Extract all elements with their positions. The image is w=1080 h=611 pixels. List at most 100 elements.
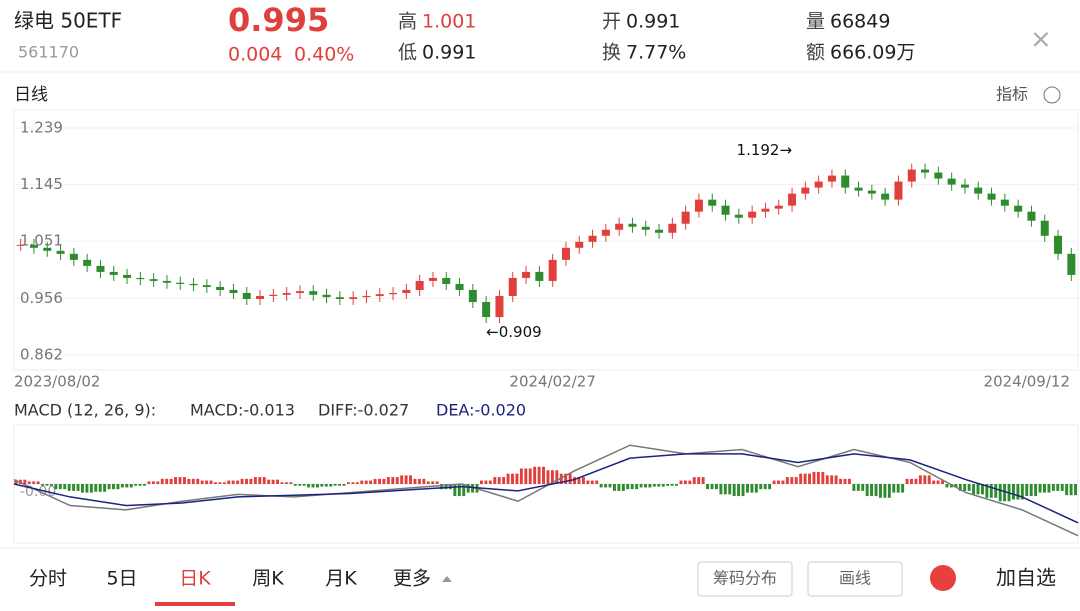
macd-bar xyxy=(169,478,173,484)
candle-body xyxy=(548,259,557,281)
candle-body xyxy=(894,181,903,200)
macd-bar xyxy=(497,477,501,484)
stat-label: 量 xyxy=(806,11,825,33)
macd-bar xyxy=(36,481,40,484)
y-tick-label: 0.862 xyxy=(20,346,63,364)
macd-bar xyxy=(116,484,120,490)
macd-bar xyxy=(134,484,138,486)
candle-body xyxy=(628,223,637,227)
macd-bar xyxy=(759,484,763,490)
macd-bar xyxy=(923,475,927,484)
macd-bar xyxy=(546,470,550,484)
macd-bar xyxy=(586,480,590,484)
chip-button[interactable] xyxy=(697,561,793,597)
macd-bar xyxy=(710,484,714,490)
candle-body xyxy=(415,280,424,290)
macd-bar xyxy=(666,484,670,486)
candle-body xyxy=(362,295,371,298)
change: 0.004 xyxy=(228,44,282,66)
candle-body xyxy=(601,229,610,236)
macd-bar xyxy=(151,481,155,484)
chart-frame xyxy=(13,109,1079,371)
macd-bar xyxy=(293,484,297,486)
macd-bar xyxy=(156,481,160,484)
close-button[interactable]: × xyxy=(1030,25,1052,55)
candle-body xyxy=(1067,253,1076,275)
macd-bar xyxy=(347,482,350,484)
candle-body xyxy=(588,235,597,242)
macd-bar xyxy=(910,478,913,484)
macd-bar xyxy=(351,482,355,484)
macd-bar xyxy=(989,484,993,498)
macd-bar xyxy=(537,466,541,484)
x-tick-label: 2024/02/27 xyxy=(509,373,595,391)
stat-value: 0.991 xyxy=(626,11,680,33)
record-button[interactable] xyxy=(930,565,956,591)
macd-bar xyxy=(338,484,342,486)
macd-bar xyxy=(542,466,545,484)
tab[interactable]: 分时 xyxy=(29,568,67,590)
tab[interactable]: 周K xyxy=(252,568,284,590)
macd-bar xyxy=(1047,484,1051,493)
macd-bar xyxy=(723,484,727,495)
macd-bar xyxy=(103,484,107,492)
macd-bar xyxy=(373,478,377,484)
macd-bar xyxy=(462,484,466,497)
dea-value: DEA:-0.020 xyxy=(436,401,526,420)
tab[interactable]: 5日 xyxy=(106,568,137,590)
macd-bar xyxy=(803,473,807,484)
candle-body xyxy=(309,291,318,295)
macd-bar xyxy=(524,468,528,484)
candle-body xyxy=(575,241,584,248)
macd-bar xyxy=(506,473,510,484)
macd-bar xyxy=(94,484,98,492)
candle-body xyxy=(56,250,65,254)
candle-body xyxy=(1054,235,1063,254)
macd-bar xyxy=(466,484,470,493)
macd-bar xyxy=(963,484,967,491)
macd-bar xyxy=(799,473,803,484)
macd-bar xyxy=(329,484,333,487)
macd-bar xyxy=(652,484,656,487)
macd-bar xyxy=(577,477,581,484)
candle-body xyxy=(269,294,278,296)
candle-body xyxy=(615,223,624,230)
macd-bar xyxy=(1003,484,1007,502)
candle-body xyxy=(43,247,52,251)
macd-bar xyxy=(825,475,829,484)
tab[interactable]: 日K xyxy=(179,568,211,590)
macd-bar xyxy=(1074,484,1077,496)
y-tick-label: 1.145 xyxy=(20,175,63,193)
macd-bar xyxy=(49,484,53,486)
stat-value: 1.001 xyxy=(422,11,476,33)
add-watchlist[interactable]: 加自选 xyxy=(996,566,1056,590)
macd-bar xyxy=(417,478,421,484)
candle-body xyxy=(947,178,956,185)
macd-bar xyxy=(1056,484,1060,491)
macd-bar xyxy=(683,480,687,484)
candle-body xyxy=(974,187,983,194)
candle-body xyxy=(681,211,690,224)
macd-bar xyxy=(741,484,745,497)
macd-bar xyxy=(732,484,736,497)
macd-bar xyxy=(932,480,936,484)
macd-bar xyxy=(369,480,373,484)
macd-bar xyxy=(941,480,944,484)
indicator-button[interactable]: 指标 xyxy=(996,85,1028,104)
candle-body xyxy=(229,289,238,293)
candle-body xyxy=(375,294,384,296)
macd-bar xyxy=(209,480,213,484)
tab[interactable]: 更多 xyxy=(393,568,431,590)
macd-bar xyxy=(426,481,430,484)
candle-body xyxy=(202,285,211,287)
price-annotation: ←0.909 xyxy=(486,323,542,341)
stat-value: 7.77% xyxy=(626,42,686,64)
candle-body xyxy=(987,193,996,200)
candle-body xyxy=(69,253,78,260)
macd-bar xyxy=(187,478,191,484)
draw-button[interactable] xyxy=(807,561,903,597)
macd-bar xyxy=(311,484,315,488)
macd-bar xyxy=(635,484,639,490)
macd-bar xyxy=(342,484,346,486)
tab[interactable]: 月K xyxy=(325,568,357,590)
